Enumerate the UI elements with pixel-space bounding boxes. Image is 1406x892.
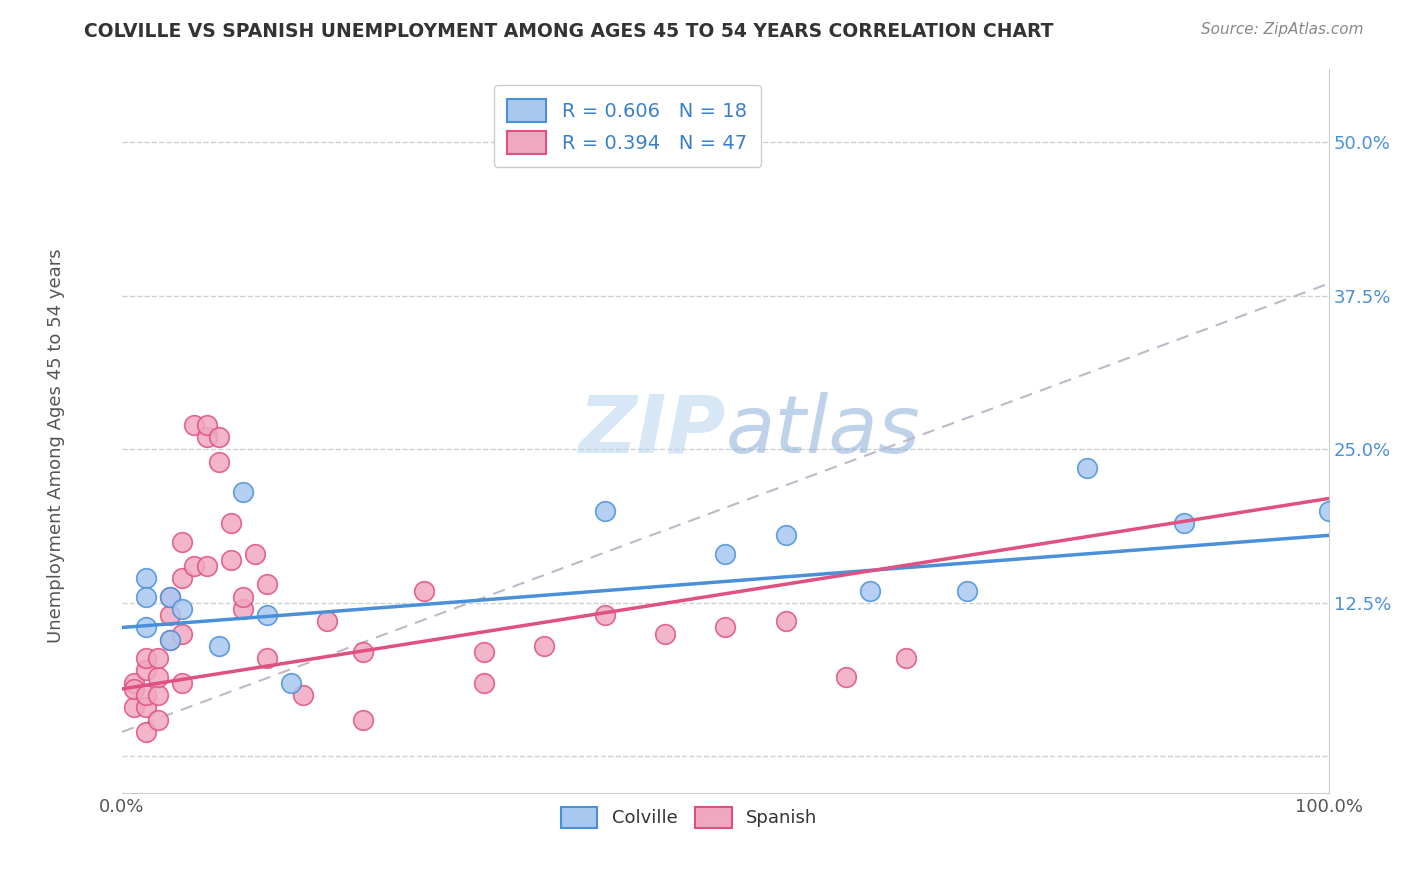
Point (135, 725, 157, 739)
Point (159, 590, 181, 604)
Point (533, 639, 555, 653)
Point (195, 417, 218, 432)
Point (159, 632, 181, 647)
Point (280, 675, 302, 690)
Point (183, 417, 205, 432)
Point (207, 455, 229, 469)
Text: COLVILLE VS SPANISH UNEMPLOYMENT AMONG AGES 45 TO 54 YEARS CORRELATION CHART: COLVILLE VS SPANISH UNEMPLOYMENT AMONG A… (84, 22, 1054, 41)
Point (148, 670, 170, 684)
Point (835, 670, 858, 684)
Point (896, 651, 918, 665)
Point (256, 608, 278, 623)
Text: ZIP: ZIP (578, 392, 725, 470)
Point (714, 547, 737, 561)
Point (1317, 504, 1340, 518)
Point (135, 571, 157, 585)
Text: Source: ZipAtlas.com: Source: ZipAtlas.com (1201, 22, 1364, 37)
Point (135, 590, 157, 604)
Point (159, 608, 181, 623)
Point (232, 602, 254, 616)
Point (172, 571, 194, 585)
Point (472, 675, 495, 690)
Point (412, 583, 434, 598)
Point (219, 516, 242, 530)
Point (352, 713, 374, 727)
Point (775, 615, 797, 629)
Point (122, 700, 145, 714)
Point (135, 688, 157, 702)
Point (159, 590, 181, 604)
Point (172, 626, 194, 640)
Point (195, 430, 218, 444)
Point (654, 626, 676, 640)
Point (172, 534, 194, 549)
Point (316, 615, 339, 629)
Point (352, 645, 374, 659)
Point (472, 645, 495, 659)
Point (159, 632, 181, 647)
Point (135, 651, 157, 665)
Point (122, 681, 145, 696)
Point (859, 583, 882, 598)
Point (1173, 516, 1195, 530)
Point (135, 664, 157, 678)
Point (292, 688, 315, 702)
Point (207, 430, 229, 444)
Point (243, 547, 266, 561)
Point (172, 675, 194, 690)
Point (219, 553, 242, 567)
Legend: Colville, Spanish: Colville, Spanish (554, 800, 824, 835)
Point (195, 559, 218, 574)
Point (135, 700, 157, 714)
Text: atlas: atlas (725, 392, 920, 470)
Point (148, 688, 170, 702)
Point (172, 602, 194, 616)
Point (1076, 460, 1098, 475)
Point (232, 485, 254, 500)
Point (122, 675, 145, 690)
Text: Unemployment Among Ages 45 to 54 years: Unemployment Among Ages 45 to 54 years (48, 249, 65, 643)
Point (232, 590, 254, 604)
Point (956, 583, 979, 598)
Point (714, 620, 737, 634)
Point (148, 651, 170, 665)
Point (593, 504, 616, 518)
Point (148, 713, 170, 727)
Point (256, 577, 278, 591)
Point (256, 651, 278, 665)
Point (593, 608, 616, 623)
Point (183, 559, 205, 574)
Point (135, 620, 157, 634)
Point (207, 639, 229, 653)
Point (775, 528, 797, 542)
